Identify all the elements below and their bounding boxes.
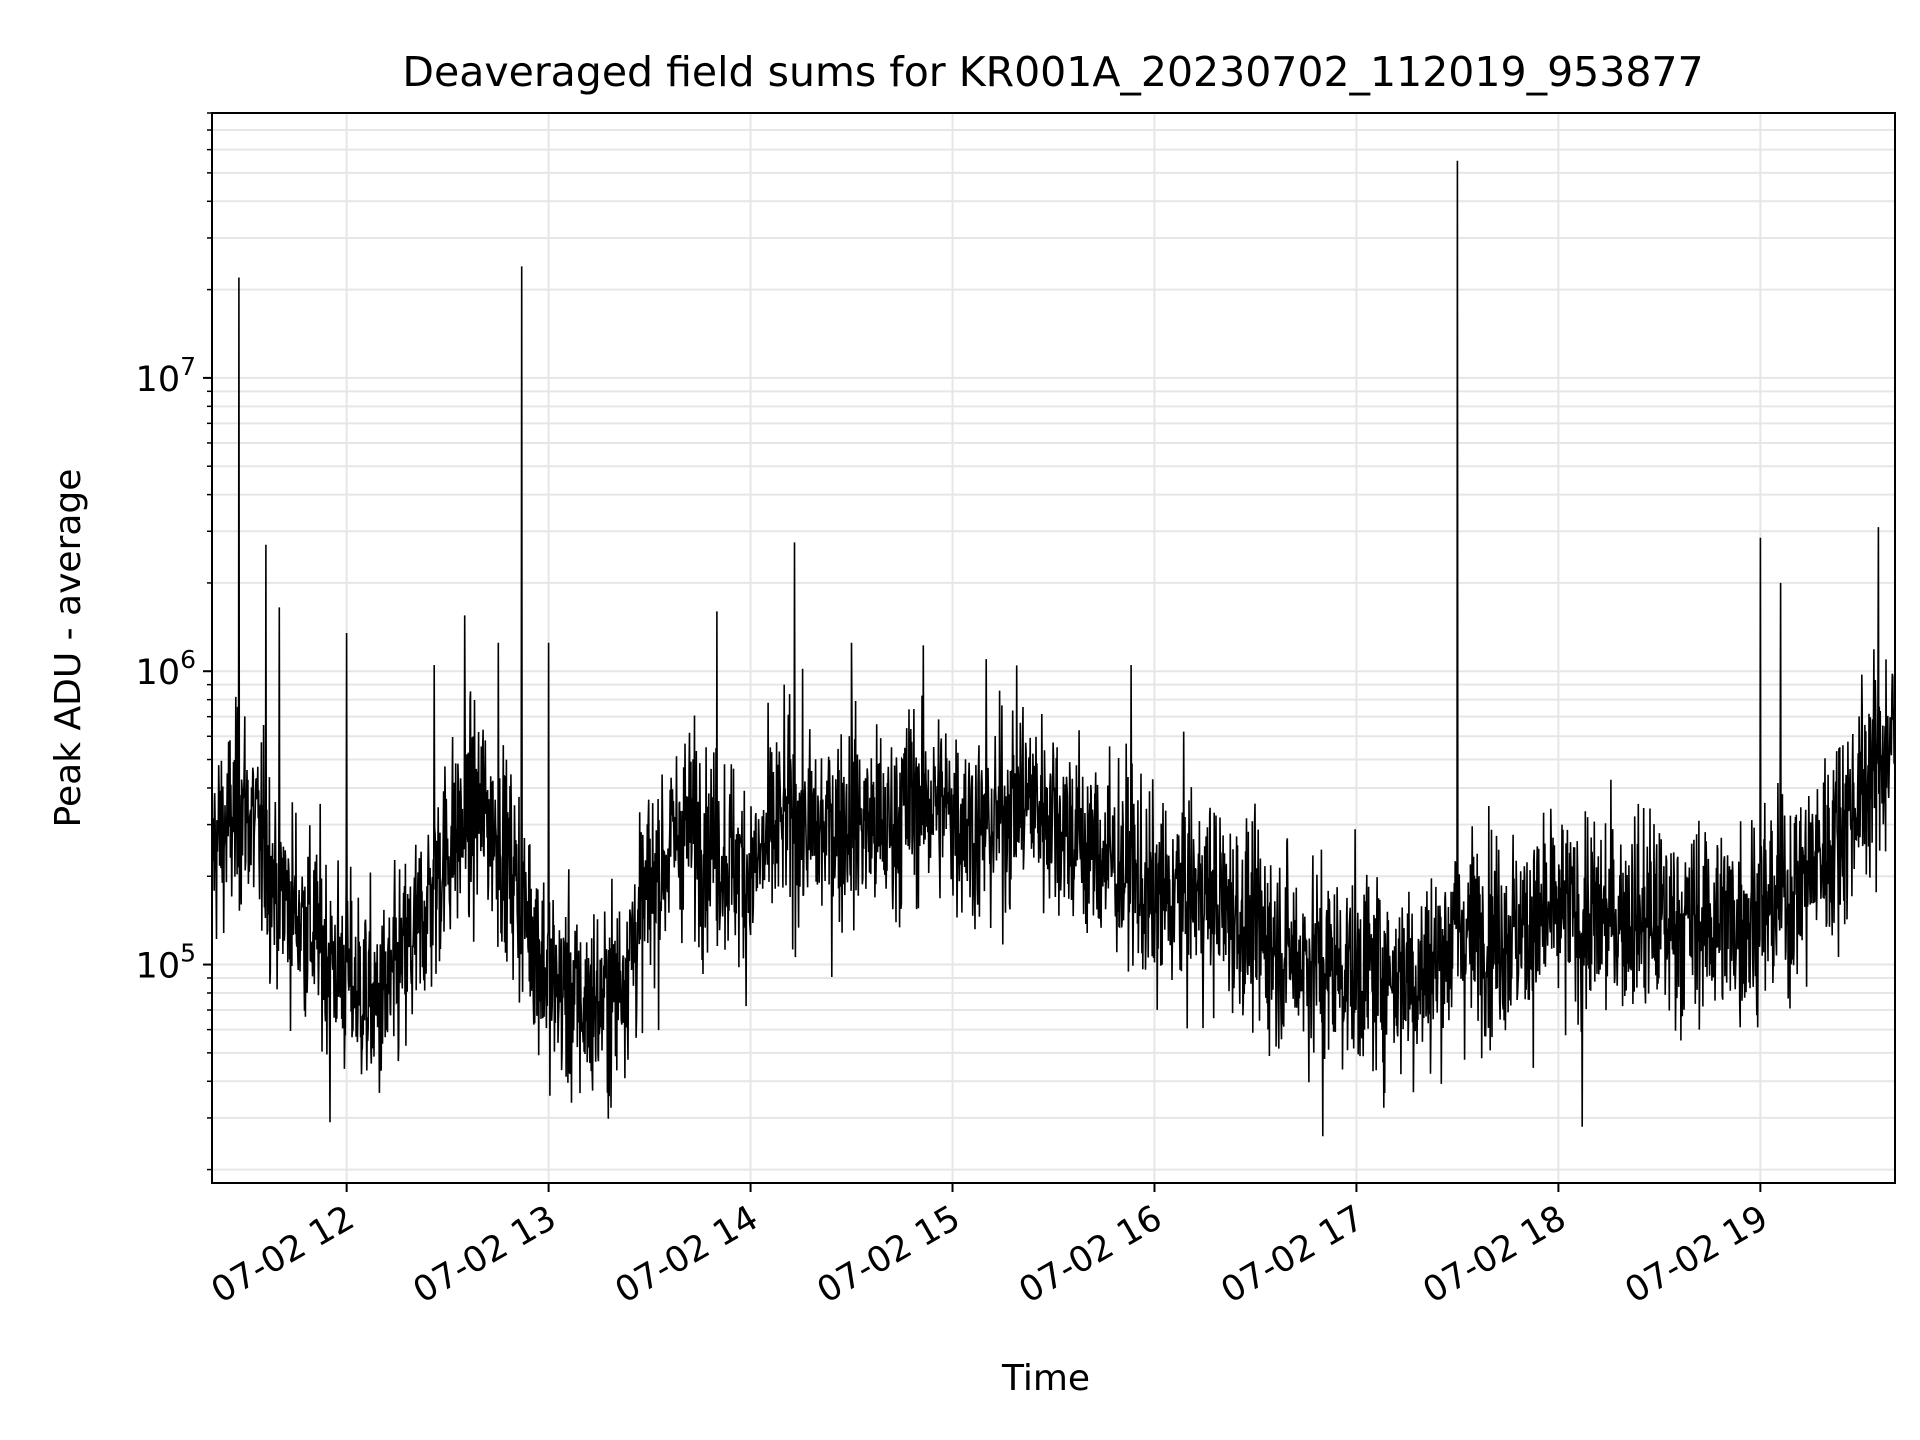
y-tick-label: 107	[136, 352, 196, 400]
series-layer	[211, 160, 1896, 1137]
y-axis-label: Peak ADU - average	[48, 469, 89, 828]
y-axis: 105 106 107	[136, 112, 212, 1171]
plot-frame	[211, 112, 1896, 1184]
y-tick-label: 106	[136, 645, 196, 693]
chart-title: Deaveraged field sums for KR001A_2023070…	[402, 48, 1703, 96]
x-axis-label: Time	[1001, 1358, 1090, 1399]
y-tick-label: 105	[136, 939, 196, 987]
series-line	[211, 160, 1896, 1137]
